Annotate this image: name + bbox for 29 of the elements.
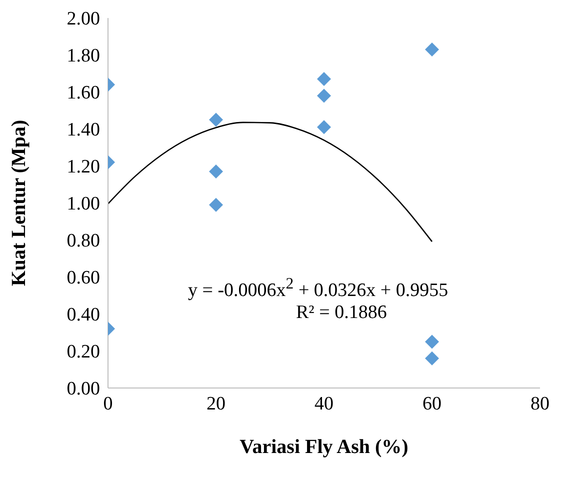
point	[425, 42, 439, 56]
y-tick-label: 0.00	[66, 378, 100, 400]
x-axis-title: Variasi Fly Ash (%)	[240, 436, 408, 458]
point	[209, 198, 223, 212]
y-tick-label: 1.80	[66, 46, 100, 67]
y-tick-label: 0.80	[66, 230, 100, 252]
x-tick-label: 80	[530, 393, 550, 414]
x-tick-label: 60	[422, 393, 442, 414]
point	[425, 351, 439, 366]
y-tick-label: 1.60	[66, 82, 100, 104]
y-tick-label: 0.40	[66, 304, 100, 326]
point	[317, 120, 331, 134]
point	[317, 88, 331, 103]
x-tick-label: 0	[103, 393, 113, 414]
x-tick-label: 40	[314, 393, 334, 414]
annotation: R² = 0.1886	[296, 302, 387, 323]
point	[209, 164, 223, 179]
y-tick-label: 0.20	[66, 342, 100, 363]
point	[209, 112, 223, 127]
y-tick-label: 1.20	[66, 156, 100, 178]
y-tick-label: 1.00	[66, 194, 100, 215]
y-tick-label: 1.40	[66, 120, 100, 141]
point	[425, 334, 439, 349]
y-tick-label: 0.60	[66, 268, 100, 289]
point	[317, 72, 331, 86]
x-tick-label: 20	[206, 393, 226, 414]
y-tick-label: 2.00	[66, 8, 100, 30]
y-axis-title: Kuat Lentur (Mpa)	[8, 120, 30, 286]
annotation: y = -0.0006x$^{2}$ + 0.0326x + 0.9955	[188, 276, 448, 302]
